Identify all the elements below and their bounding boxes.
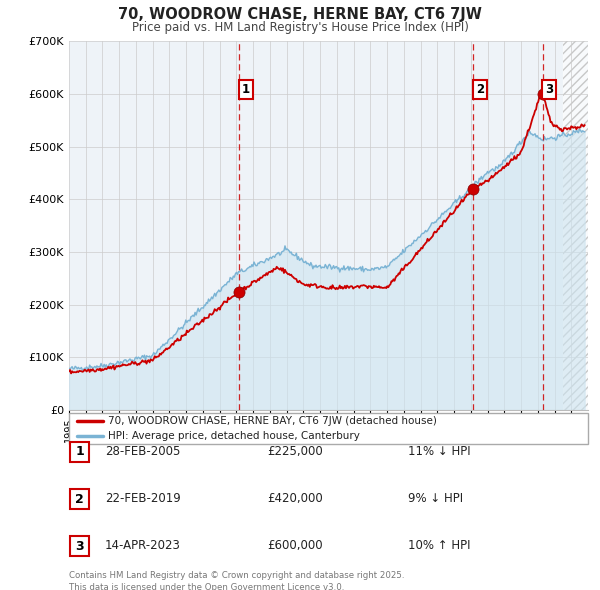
Text: Price paid vs. HM Land Registry's House Price Index (HPI): Price paid vs. HM Land Registry's House … [131, 21, 469, 34]
Text: 2: 2 [75, 493, 84, 506]
Text: £600,000: £600,000 [267, 539, 323, 552]
Text: 1: 1 [75, 445, 84, 458]
Text: £225,000: £225,000 [267, 445, 323, 458]
Text: 10% ↑ HPI: 10% ↑ HPI [408, 539, 470, 552]
Text: 9% ↓ HPI: 9% ↓ HPI [408, 492, 463, 505]
Text: £420,000: £420,000 [267, 492, 323, 505]
Text: 28-FEB-2005: 28-FEB-2005 [105, 445, 181, 458]
Text: HPI: Average price, detached house, Canterbury: HPI: Average price, detached house, Cant… [108, 431, 360, 441]
Text: 22-FEB-2019: 22-FEB-2019 [105, 492, 181, 505]
Text: 14-APR-2023: 14-APR-2023 [105, 539, 181, 552]
Text: 70, WOODROW CHASE, HERNE BAY, CT6 7JW (detached house): 70, WOODROW CHASE, HERNE BAY, CT6 7JW (d… [108, 417, 437, 427]
Text: 3: 3 [545, 83, 553, 96]
Text: 1: 1 [242, 83, 250, 96]
Text: 70, WOODROW CHASE, HERNE BAY, CT6 7JW: 70, WOODROW CHASE, HERNE BAY, CT6 7JW [118, 7, 482, 22]
Bar [563, 41, 588, 410]
Text: 2: 2 [476, 83, 484, 96]
Text: 3: 3 [75, 540, 84, 553]
Text: 11% ↓ HPI: 11% ↓ HPI [408, 445, 470, 458]
Text: Contains HM Land Registry data © Crown copyright and database right 2025.
This d: Contains HM Land Registry data © Crown c… [69, 571, 404, 590]
Bar [563, 41, 588, 410]
